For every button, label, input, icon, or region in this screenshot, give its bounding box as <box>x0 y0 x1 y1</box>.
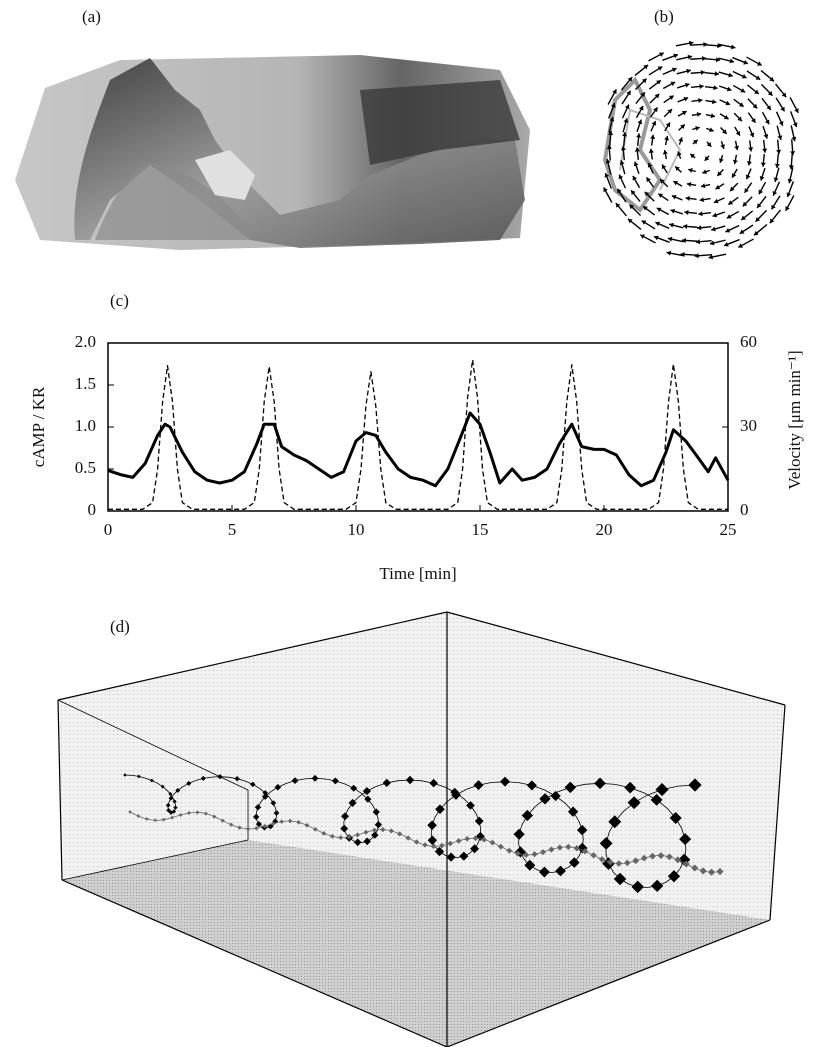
arrow-head <box>777 135 782 140</box>
y2-axis-label: Velocity [μm min⁻¹] <box>785 350 804 489</box>
arrow-head <box>684 210 688 215</box>
y2-tick-label: 0 <box>740 500 749 519</box>
arrow-head <box>621 146 626 150</box>
arrow-head <box>776 150 781 154</box>
x-tick-label: 10 <box>348 520 365 539</box>
panel-d-image <box>58 612 785 1047</box>
arrow-head <box>697 225 701 230</box>
x-tick-label: 25 <box>720 520 737 539</box>
arrow-head <box>788 179 793 183</box>
arrow-head <box>761 162 766 166</box>
y-tick-label: 1.0 <box>75 416 96 435</box>
arrow-head <box>698 211 702 216</box>
arrow-head <box>701 70 705 75</box>
y2-tick-label: 60 <box>740 332 757 351</box>
x-axis-label: Time [min] <box>379 564 456 583</box>
x-tick-label: 20 <box>596 520 613 539</box>
arrow-head <box>762 148 767 152</box>
arrow-head <box>696 239 700 244</box>
arrow-head <box>695 253 699 258</box>
y-axis-label: cAMP / KR <box>29 386 48 467</box>
arrow-head <box>730 59 734 64</box>
arrow-head <box>669 223 674 228</box>
arrow-head <box>686 69 691 74</box>
panel-label: (b) <box>654 7 674 26</box>
arrow-head <box>636 133 641 137</box>
figure: (a) (b) (c) Time [min] cAMP / KR Velocit… <box>0 0 819 1047</box>
chart: (c) Time [min] cAMP / KR Velocity [μm mi… <box>29 291 804 583</box>
arrow-head <box>715 71 719 76</box>
arrow-head <box>701 183 705 188</box>
panel-label: (c) <box>110 291 129 310</box>
x-tick-label: 0 <box>104 520 113 539</box>
data-line <box>108 413 728 486</box>
y-tick-label: 0.5 <box>75 458 96 477</box>
x-tick-label: 5 <box>228 520 237 539</box>
plot-frame <box>108 343 728 511</box>
x-tick-label: 15 <box>472 520 489 539</box>
data-line <box>108 360 728 510</box>
y2-tick-label: 30 <box>740 416 757 435</box>
arrow-head <box>711 113 715 118</box>
arrow-head <box>698 98 702 103</box>
y-tick-label: 2.0 <box>75 332 96 351</box>
arrow-head <box>686 196 690 201</box>
arrow-head <box>775 164 780 168</box>
y-tick-label: 1.5 <box>75 374 96 393</box>
y-tick-label: 0 <box>88 500 97 519</box>
panel-b-image <box>603 41 798 260</box>
panel-a-image <box>15 55 530 250</box>
arrow-head <box>774 177 779 182</box>
arrow-head <box>713 85 717 90</box>
arrow-head <box>699 84 703 89</box>
panel-label: (d) <box>110 617 130 636</box>
panel-label: (a) <box>82 7 101 26</box>
arrow-head <box>683 224 687 229</box>
